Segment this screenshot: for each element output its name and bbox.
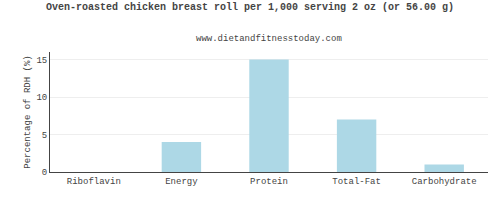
svg-text:Riboflavin: Riboflavin: [67, 177, 121, 187]
svg-text:Percentage of RDH (%): Percentage of RDH (%): [23, 55, 33, 168]
svg-text:Oven-roasted chicken breast ro: Oven-roasted chicken breast roll per 1,0…: [46, 2, 454, 13]
svg-text:0: 0: [42, 168, 47, 178]
svg-text:Total-Fat: Total-Fat: [332, 177, 381, 187]
svg-text:15: 15: [36, 56, 47, 66]
svg-text:www.dietandfitnesstoday.com: www.dietandfitnesstoday.com: [196, 34, 342, 44]
svg-text:10: 10: [36, 93, 47, 103]
svg-text:Carbohydrate: Carbohydrate: [412, 177, 477, 187]
svg-text:Energy: Energy: [165, 177, 198, 187]
svg-text:5: 5: [42, 131, 47, 141]
svg-text:Protein: Protein: [250, 177, 288, 187]
